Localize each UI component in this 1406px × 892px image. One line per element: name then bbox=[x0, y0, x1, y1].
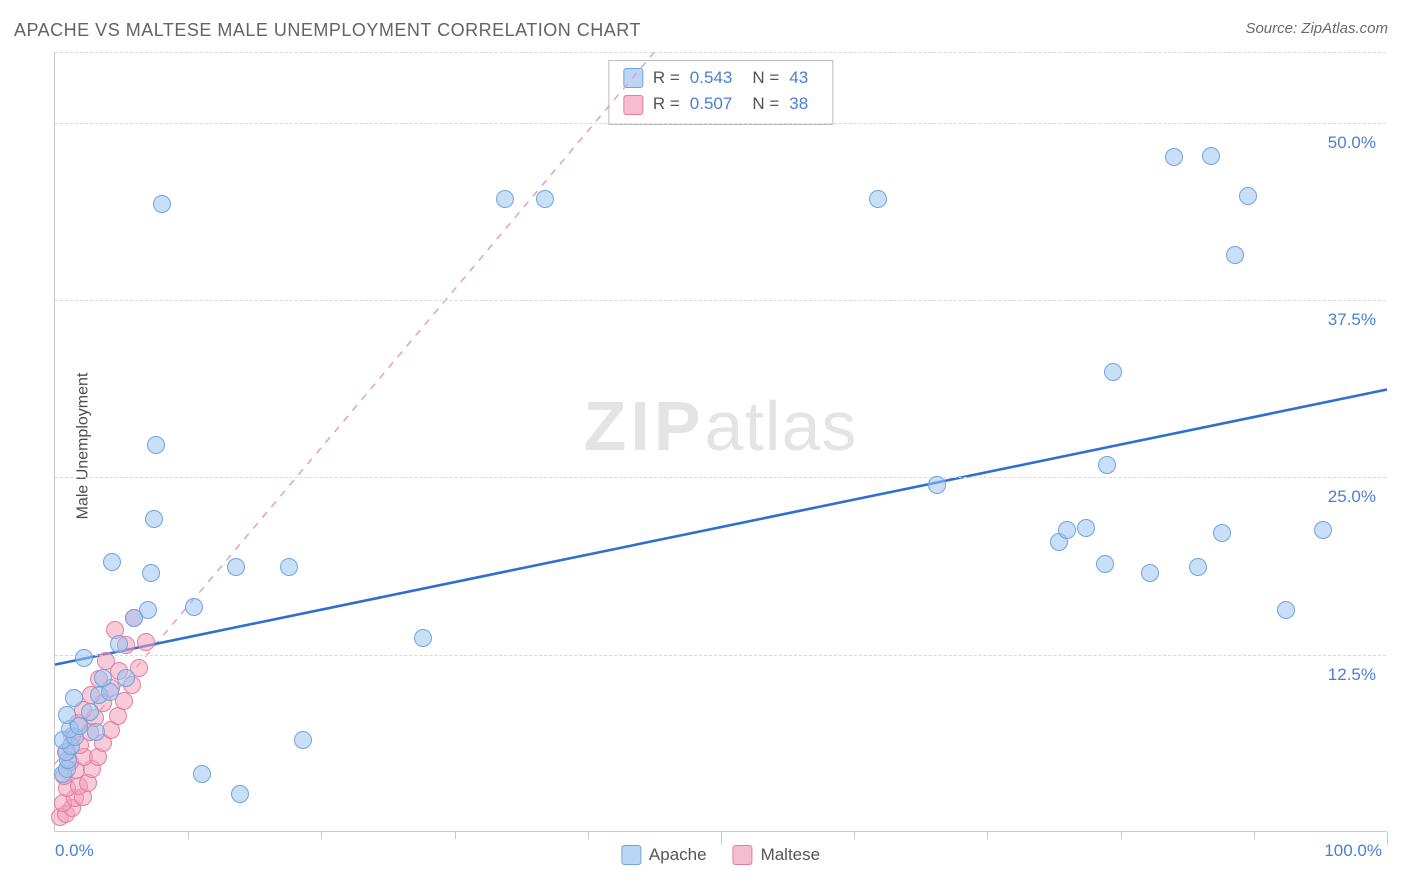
chart-title: APACHE VS MALTESE MALE UNEMPLOYMENT CORR… bbox=[14, 20, 641, 41]
point-apache bbox=[147, 436, 165, 454]
point-apache bbox=[87, 723, 105, 741]
point-apache bbox=[65, 689, 83, 707]
watermark-rest: atlas bbox=[705, 387, 858, 465]
stats-n-value: 43 bbox=[789, 65, 808, 91]
watermark: ZIPatlas bbox=[584, 386, 858, 466]
stats-n-label: N = bbox=[752, 65, 779, 91]
point-apache bbox=[1189, 558, 1207, 576]
point-apache bbox=[1104, 363, 1122, 381]
point-apache bbox=[1058, 521, 1076, 539]
swatch-maltese bbox=[623, 95, 643, 115]
point-apache bbox=[1213, 524, 1231, 542]
point-maltese bbox=[137, 633, 155, 651]
point-apache bbox=[185, 598, 203, 616]
x-tick-label: 100.0% bbox=[1324, 841, 1382, 861]
y-tick-label: 37.5% bbox=[1328, 310, 1376, 330]
point-apache bbox=[81, 703, 99, 721]
stats-n-value: 38 bbox=[789, 91, 808, 117]
y-tick-label: 12.5% bbox=[1328, 665, 1376, 685]
point-apache bbox=[414, 629, 432, 647]
x-major-tick bbox=[721, 831, 722, 845]
gridline-h bbox=[55, 52, 1386, 53]
point-apache bbox=[294, 731, 312, 749]
stats-r-label: R = bbox=[653, 91, 680, 117]
point-apache bbox=[1096, 555, 1114, 573]
trend-line bbox=[55, 52, 654, 764]
stats-n-label: N = bbox=[752, 91, 779, 117]
point-apache bbox=[58, 706, 76, 724]
point-apache bbox=[536, 190, 554, 208]
legend-item-maltese: Maltese bbox=[733, 845, 821, 865]
x-minor-tick bbox=[188, 831, 189, 839]
point-apache bbox=[280, 558, 298, 576]
legend-label: Maltese bbox=[761, 845, 821, 865]
stats-legend: R = 0.543 N = 43 R = 0.507 N = 38 bbox=[608, 60, 833, 125]
point-apache bbox=[1314, 521, 1332, 539]
point-apache bbox=[103, 553, 121, 571]
swatch-apache bbox=[621, 845, 641, 865]
point-apache bbox=[75, 649, 93, 667]
point-apache bbox=[1098, 456, 1116, 474]
swatch-apache bbox=[623, 68, 643, 88]
point-apache bbox=[1202, 147, 1220, 165]
point-apache bbox=[1277, 601, 1295, 619]
point-apache bbox=[496, 190, 514, 208]
gridline-h bbox=[55, 655, 1386, 656]
point-apache bbox=[1141, 564, 1159, 582]
point-apache bbox=[928, 476, 946, 494]
x-minor-tick bbox=[321, 831, 322, 839]
watermark-bold: ZIP bbox=[584, 387, 705, 465]
y-tick-label: 50.0% bbox=[1328, 133, 1376, 153]
point-apache bbox=[125, 609, 143, 627]
point-apache bbox=[153, 195, 171, 213]
gridline-h bbox=[55, 123, 1386, 124]
point-apache bbox=[869, 190, 887, 208]
gridline-h bbox=[55, 300, 1386, 301]
x-minor-tick bbox=[588, 831, 589, 839]
y-tick-label: 25.0% bbox=[1328, 487, 1376, 507]
series-legend: Apache Maltese bbox=[621, 845, 820, 865]
plot-area: ZIPatlas R = 0.543 N = 43 R = 0.507 N = … bbox=[54, 52, 1386, 832]
stats-r-value: 0.507 bbox=[690, 91, 733, 117]
point-apache bbox=[1165, 148, 1183, 166]
point-apache bbox=[1226, 246, 1244, 264]
point-apache bbox=[117, 669, 135, 687]
x-minor-tick bbox=[455, 831, 456, 839]
x-minor-tick bbox=[1254, 831, 1255, 839]
stats-r-label: R = bbox=[653, 65, 680, 91]
x-tick-label: 0.0% bbox=[55, 841, 94, 861]
point-maltese bbox=[109, 707, 127, 725]
x-major-tick bbox=[1387, 831, 1388, 845]
x-minor-tick bbox=[854, 831, 855, 839]
stats-row-maltese: R = 0.507 N = 38 bbox=[623, 91, 818, 117]
stats-row-apache: R = 0.543 N = 43 bbox=[623, 65, 818, 91]
chart-container: APACHE VS MALTESE MALE UNEMPLOYMENT CORR… bbox=[0, 0, 1406, 892]
gridline-h bbox=[55, 477, 1386, 478]
legend-label: Apache bbox=[649, 845, 707, 865]
swatch-maltese bbox=[733, 845, 753, 865]
point-apache bbox=[142, 564, 160, 582]
chart-source: Source: ZipAtlas.com bbox=[1245, 20, 1388, 37]
point-apache bbox=[231, 785, 249, 803]
legend-item-apache: Apache bbox=[621, 845, 707, 865]
x-minor-tick bbox=[1121, 831, 1122, 839]
point-apache bbox=[1077, 519, 1095, 537]
point-apache bbox=[1239, 187, 1257, 205]
point-apache bbox=[193, 765, 211, 783]
point-apache bbox=[145, 510, 163, 528]
point-apache bbox=[94, 669, 112, 687]
stats-r-value: 0.543 bbox=[690, 65, 733, 91]
point-apache bbox=[110, 635, 128, 653]
point-maltese bbox=[97, 652, 115, 670]
point-apache bbox=[227, 558, 245, 576]
x-minor-tick bbox=[987, 831, 988, 839]
